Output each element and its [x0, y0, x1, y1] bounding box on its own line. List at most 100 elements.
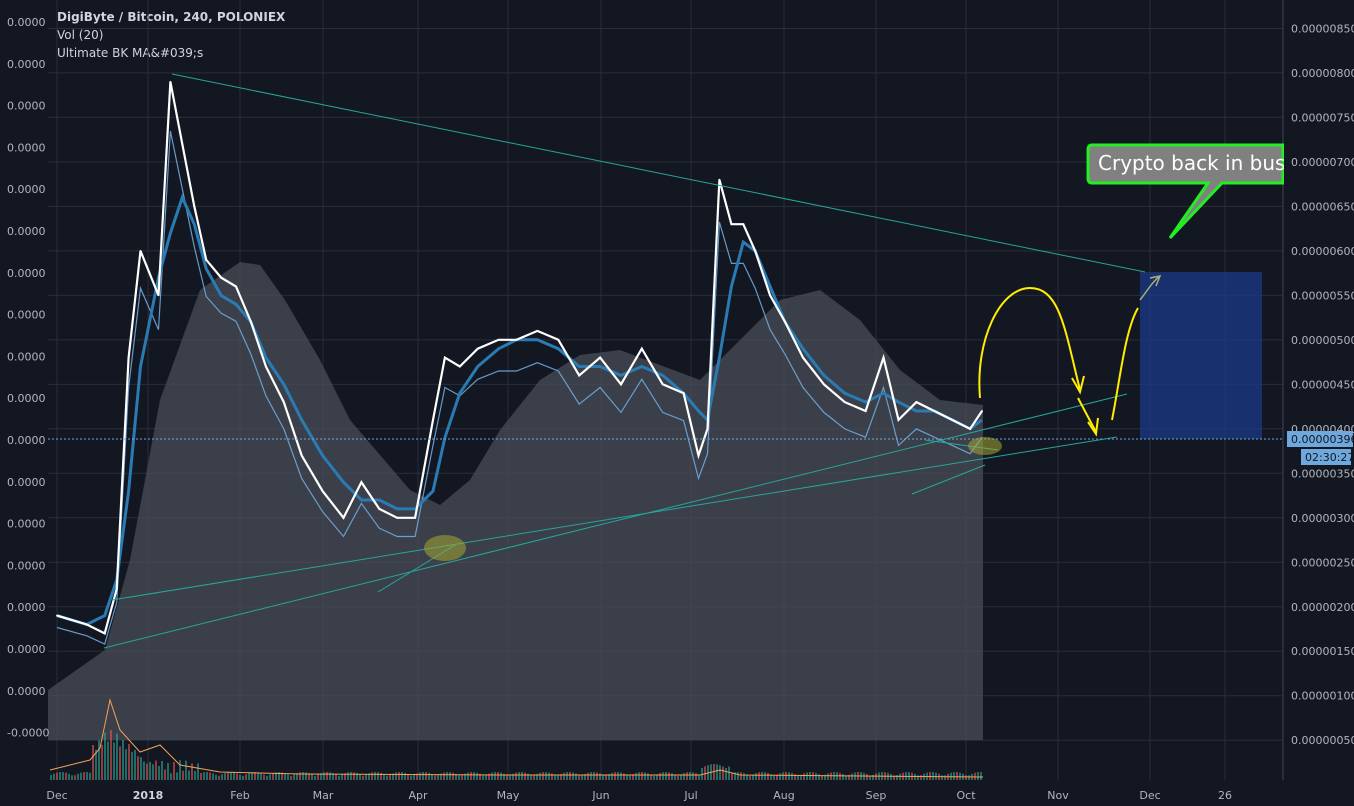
volume-bar	[509, 775, 511, 780]
support-highlights	[424, 437, 1002, 561]
volume-bar	[626, 774, 628, 780]
price-point	[620, 383, 622, 386]
volume-bar	[722, 766, 724, 780]
volume-bar	[686, 772, 688, 780]
volume-bar	[281, 772, 283, 780]
price-point	[103, 632, 106, 635]
price-tag-box	[1287, 431, 1353, 447]
price-axis-tick: 0.00000550	[1291, 289, 1354, 302]
volume-bar	[419, 772, 421, 780]
volume-bar	[725, 767, 727, 780]
price-point	[414, 516, 416, 519]
volume-bar	[416, 773, 418, 780]
volume-bar	[356, 773, 358, 780]
volume-bar	[272, 773, 274, 780]
price-axis-tick: 0.00000150	[1291, 645, 1354, 658]
volume-bar	[440, 773, 442, 780]
price-point	[497, 338, 500, 341]
arrowhead	[1149, 274, 1162, 287]
volume-bar	[344, 773, 346, 780]
time-axis-tick: Dec	[1139, 789, 1160, 802]
price-point	[981, 410, 983, 412]
price-point	[742, 223, 745, 226]
volume-bar	[506, 775, 508, 780]
volume-bar	[635, 772, 637, 780]
trendline	[911, 464, 986, 495]
volume-bar	[260, 773, 262, 780]
volume-axis-tick: 0.0000	[7, 141, 46, 154]
volume-profile-area	[48, 262, 983, 740]
volume-bar	[365, 774, 367, 780]
price-axis-tick: 0.00000100	[1291, 690, 1354, 703]
volume-axis-tick: 0.0000	[7, 559, 46, 572]
volume-bar	[611, 772, 613, 780]
volume-bar	[293, 774, 295, 780]
volume-bar	[86, 772, 88, 780]
volume-bar	[104, 732, 106, 780]
volume-bar	[632, 774, 634, 780]
volume-bar	[215, 774, 217, 780]
trendline	[103, 393, 1128, 649]
volume-bar	[779, 773, 781, 780]
volume-bar	[920, 775, 922, 780]
price-point	[181, 143, 184, 146]
price-point	[599, 356, 601, 359]
volume-bar	[368, 773, 370, 780]
target-zone-rect	[1140, 272, 1262, 439]
volume-bar	[596, 772, 598, 780]
volume-bar	[641, 772, 643, 780]
volume-axis-tick: 0.0000	[7, 643, 46, 656]
time-axis-tick: Feb	[230, 789, 249, 802]
volume-bar	[788, 772, 790, 780]
volume-bar	[743, 773, 745, 780]
volume-bar	[320, 773, 322, 780]
volume-bar	[245, 774, 247, 780]
volume-bar	[296, 773, 298, 780]
volume-bar	[476, 772, 478, 780]
volume-bar	[116, 733, 118, 780]
volume-bar	[191, 763, 193, 780]
price-point	[730, 223, 733, 226]
volume-bar	[872, 774, 874, 780]
volume-bar	[683, 773, 685, 780]
volume-bar	[500, 772, 502, 780]
price-point	[250, 321, 252, 323]
volume-bar	[71, 775, 73, 780]
price-point	[458, 365, 461, 368]
volume-bar	[284, 773, 286, 780]
price-point	[754, 250, 757, 252]
volume-bar	[380, 772, 382, 780]
price-point	[802, 356, 804, 359]
time-axis-tick: Jul	[683, 789, 697, 802]
trendlines	[103, 73, 1146, 649]
volume-bar	[671, 773, 673, 780]
volume-bar	[956, 772, 958, 780]
volume-axis-tick: -0.0000	[7, 727, 49, 740]
volume-bar	[665, 772, 667, 780]
price-point	[193, 205, 196, 208]
volume-bar	[185, 760, 187, 780]
volume-bar	[89, 772, 91, 780]
volume-bar	[464, 773, 466, 780]
volume-bar	[353, 772, 355, 780]
volume-bar	[581, 775, 583, 780]
volume-bar	[65, 772, 67, 780]
arrowhead	[1071, 375, 1085, 395]
volume-bar	[740, 772, 742, 780]
volume-axis-tick: 0.0000	[7, 225, 46, 238]
volume-bar	[647, 773, 649, 780]
price-point	[536, 330, 539, 332]
price-point	[378, 508, 381, 510]
price-axis-tick: 0.00000450	[1291, 378, 1354, 391]
volume-bar	[680, 774, 682, 780]
volume-bar	[695, 773, 697, 780]
price-point	[265, 365, 267, 368]
volume-bar	[755, 773, 757, 780]
volume-bar	[269, 774, 271, 780]
time-axis-tick: Jun	[591, 789, 609, 802]
volume-bar	[212, 773, 214, 780]
volume-bar	[434, 775, 436, 780]
volume-bar	[467, 772, 469, 780]
volume-bar	[719, 765, 721, 780]
